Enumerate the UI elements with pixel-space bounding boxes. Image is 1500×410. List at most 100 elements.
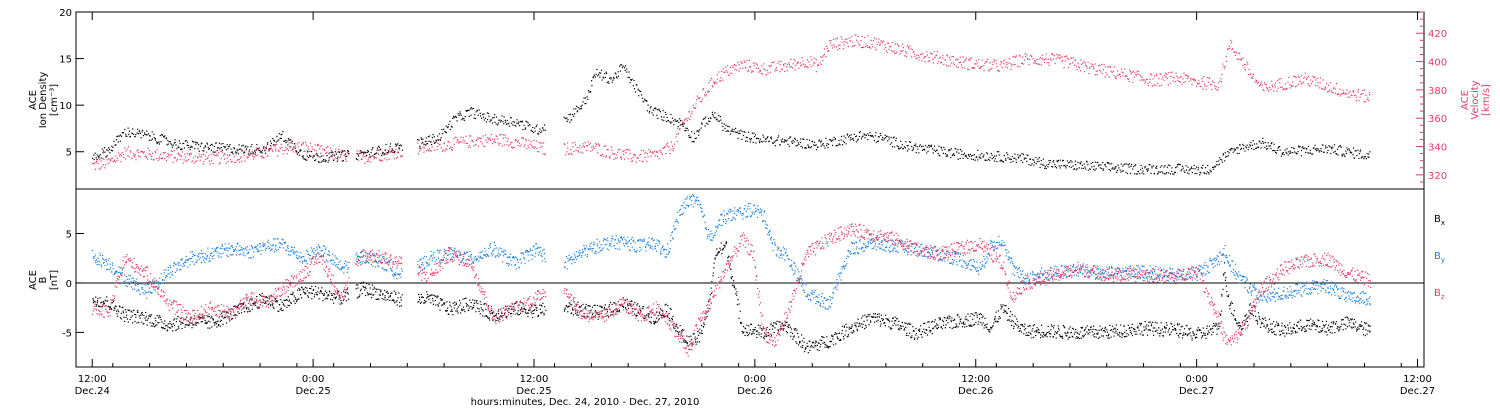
ion-density-point-932 [838,143,840,145]
velocity-point-605 [591,146,593,148]
ion-density-point-33 [117,135,119,137]
ion-density-point-403 [419,147,421,149]
bx-point-678 [480,307,482,309]
velocity-point-1285 [1106,74,1108,76]
ion-density-point-1059 [934,150,937,152]
ion-density-point-961 [860,138,863,140]
ion-density-point-223 [261,152,263,154]
bx-point-941 [641,307,643,309]
ion-density-point-797 [736,131,738,133]
ion-density-point-1208 [1047,163,1050,165]
ion-density-point-682 [649,110,651,112]
ion-density-point-416 [429,135,431,137]
velocity-point-1123 [983,70,985,72]
velocity-point-106 [172,161,174,163]
ion-density-point-130 [190,145,192,147]
bx-point-1360 [868,315,870,317]
bx-point-237 [220,312,223,314]
bx-point-1405 [892,317,894,319]
velocity-point-1569 [1321,88,1323,90]
ion-density-point-1527 [1289,150,1291,152]
ion-density-point-276 [301,155,303,157]
velocity-point-425 [436,148,438,151]
ion-density-point-662 [633,88,636,90]
bx-point-792 [542,302,544,304]
velocity-point-471 [471,140,473,142]
velocity-point-314 [330,156,332,158]
ion-density-point-1313 [1127,164,1129,166]
velocity-point-1557 [1312,75,1314,77]
bx-point-1419 [900,325,902,327]
bx-point-1624 [1011,319,1013,321]
velocity-point-894 [810,56,812,58]
bx-point-628 [454,304,456,306]
ion-density-point-796 [735,131,737,134]
ion-density-point-351 [365,152,367,154]
ion-density-point-826 [758,140,760,142]
velocity-point-418 [430,150,432,152]
bx-point-510 [375,291,377,293]
bx-point-1228 [797,332,799,335]
bx-point-1092 [723,244,725,246]
bx-point-1649 [1025,328,1027,330]
bx-point-1292 [831,335,833,337]
ion-density-point-1375 [1174,171,1177,174]
ion-density-point-900 [814,144,816,147]
bx-point-1473 [929,331,931,333]
ion-density-point-573 [566,120,568,122]
bx-point-187 [193,317,195,320]
ion-density-point-925 [833,136,835,138]
velocity-point-410 [425,144,427,146]
velocity-point-243 [276,143,278,145]
bx-point-1181 [771,328,774,330]
ion-density-point-1595 [1341,154,1343,156]
ion-density-point-1424 [1212,166,1214,168]
bx-point-416 [317,291,319,293]
ion-density-point-1518 [1282,152,1284,154]
velocity-point-693 [657,151,659,153]
ion-density-point-723 [680,120,682,122]
velocity-point-401 [417,153,419,155]
bx-point-1404 [892,324,894,326]
bx-point-1488 [937,326,939,328]
ion-density-point-914 [825,137,827,139]
velocity-point-1138 [995,59,997,61]
bx-point-992 [669,320,671,322]
ion-density-point-156 [210,149,212,151]
velocity-point-1348 [1153,75,1156,77]
ion-density-point-988 [881,138,883,140]
ion-density-point-304 [322,160,324,162]
velocity-point-1012 [899,53,901,55]
bx-point-417 [317,287,320,289]
ion-density-point-806 [743,131,745,133]
bx-point-321 [265,296,267,298]
bx-point-1148 [753,332,755,334]
bx-point-1151 [755,330,757,332]
bx-point-687 [485,315,487,317]
ion-density-point-115 [179,142,181,144]
ion-density-point-1345 [1151,167,1153,169]
ion-density-point-1385 [1181,165,1183,167]
velocity-point-866 [788,64,791,66]
ion-density-point-1365 [1166,166,1168,168]
velocity-point-1195 [1038,58,1040,60]
ion-density-point-885 [803,138,805,140]
bx-point-619 [449,301,451,303]
ion-density-point-209 [250,146,252,148]
ion-density-point-1320 [1132,166,1135,168]
ion-density-point-707 [667,120,670,122]
velocity-point-1567 [1319,77,1322,79]
bx-point-554 [399,301,401,304]
velocity-point-380 [387,153,389,155]
velocity-point-575 [567,153,570,155]
velocity-point-769 [714,81,717,83]
bx-point-1592 [994,318,996,320]
bx-point-1645 [1023,333,1025,335]
bx-point-1569 [981,324,983,326]
velocity-point-1415 [1204,85,1206,87]
bx-point-743 [516,301,518,303]
ion-density-point-771 [716,118,718,120]
bx-point-156 [176,328,178,330]
velocity-point-664 [635,161,637,163]
ion-density-point-905 [818,140,820,142]
